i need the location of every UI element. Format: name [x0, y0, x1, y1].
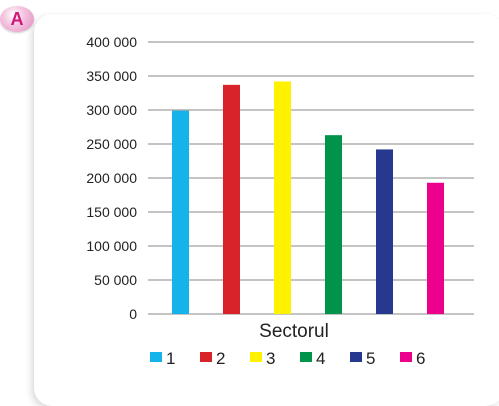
y-tick-label: 200 000 — [86, 170, 137, 186]
legend-label-2: 2 — [216, 349, 225, 368]
y-tick-label: 0 — [129, 306, 137, 322]
bar-sector-5 — [376, 149, 393, 314]
legend-swatch-5 — [350, 352, 362, 362]
bar-sector-4 — [325, 135, 342, 314]
y-tick-label: 50 000 — [94, 272, 137, 288]
bar-sector-6 — [427, 182, 444, 314]
x-axis-label: Sectorul — [259, 321, 329, 342]
y-tick-label: 400 000 — [86, 34, 137, 50]
legend-swatch-4 — [300, 352, 312, 362]
legend-label-1: 1 — [166, 349, 175, 368]
legend-label-6: 6 — [416, 349, 425, 368]
legend-swatch-3 — [250, 352, 262, 362]
y-tick-label: 300 000 — [86, 102, 137, 118]
y-tick-label: 350 000 — [86, 68, 137, 84]
legend-label-3: 3 — [266, 349, 275, 368]
bar-sector-3 — [274, 81, 291, 314]
y-tick-label: 150 000 — [86, 204, 137, 220]
legend-label-5: 5 — [366, 349, 375, 368]
bar-sector-2 — [223, 84, 240, 314]
bar-sector-1 — [172, 110, 189, 315]
y-tick-label: 100 000 — [86, 238, 137, 254]
panel-label-badge: A — [0, 6, 34, 32]
y-tick-label: 250 000 — [86, 136, 137, 152]
legend-label-4: 4 — [316, 349, 325, 368]
chart-card — [34, 14, 499, 406]
legend-swatch-6 — [400, 352, 412, 362]
legend-swatch-2 — [200, 352, 212, 362]
legend-swatch-1 — [150, 352, 162, 362]
